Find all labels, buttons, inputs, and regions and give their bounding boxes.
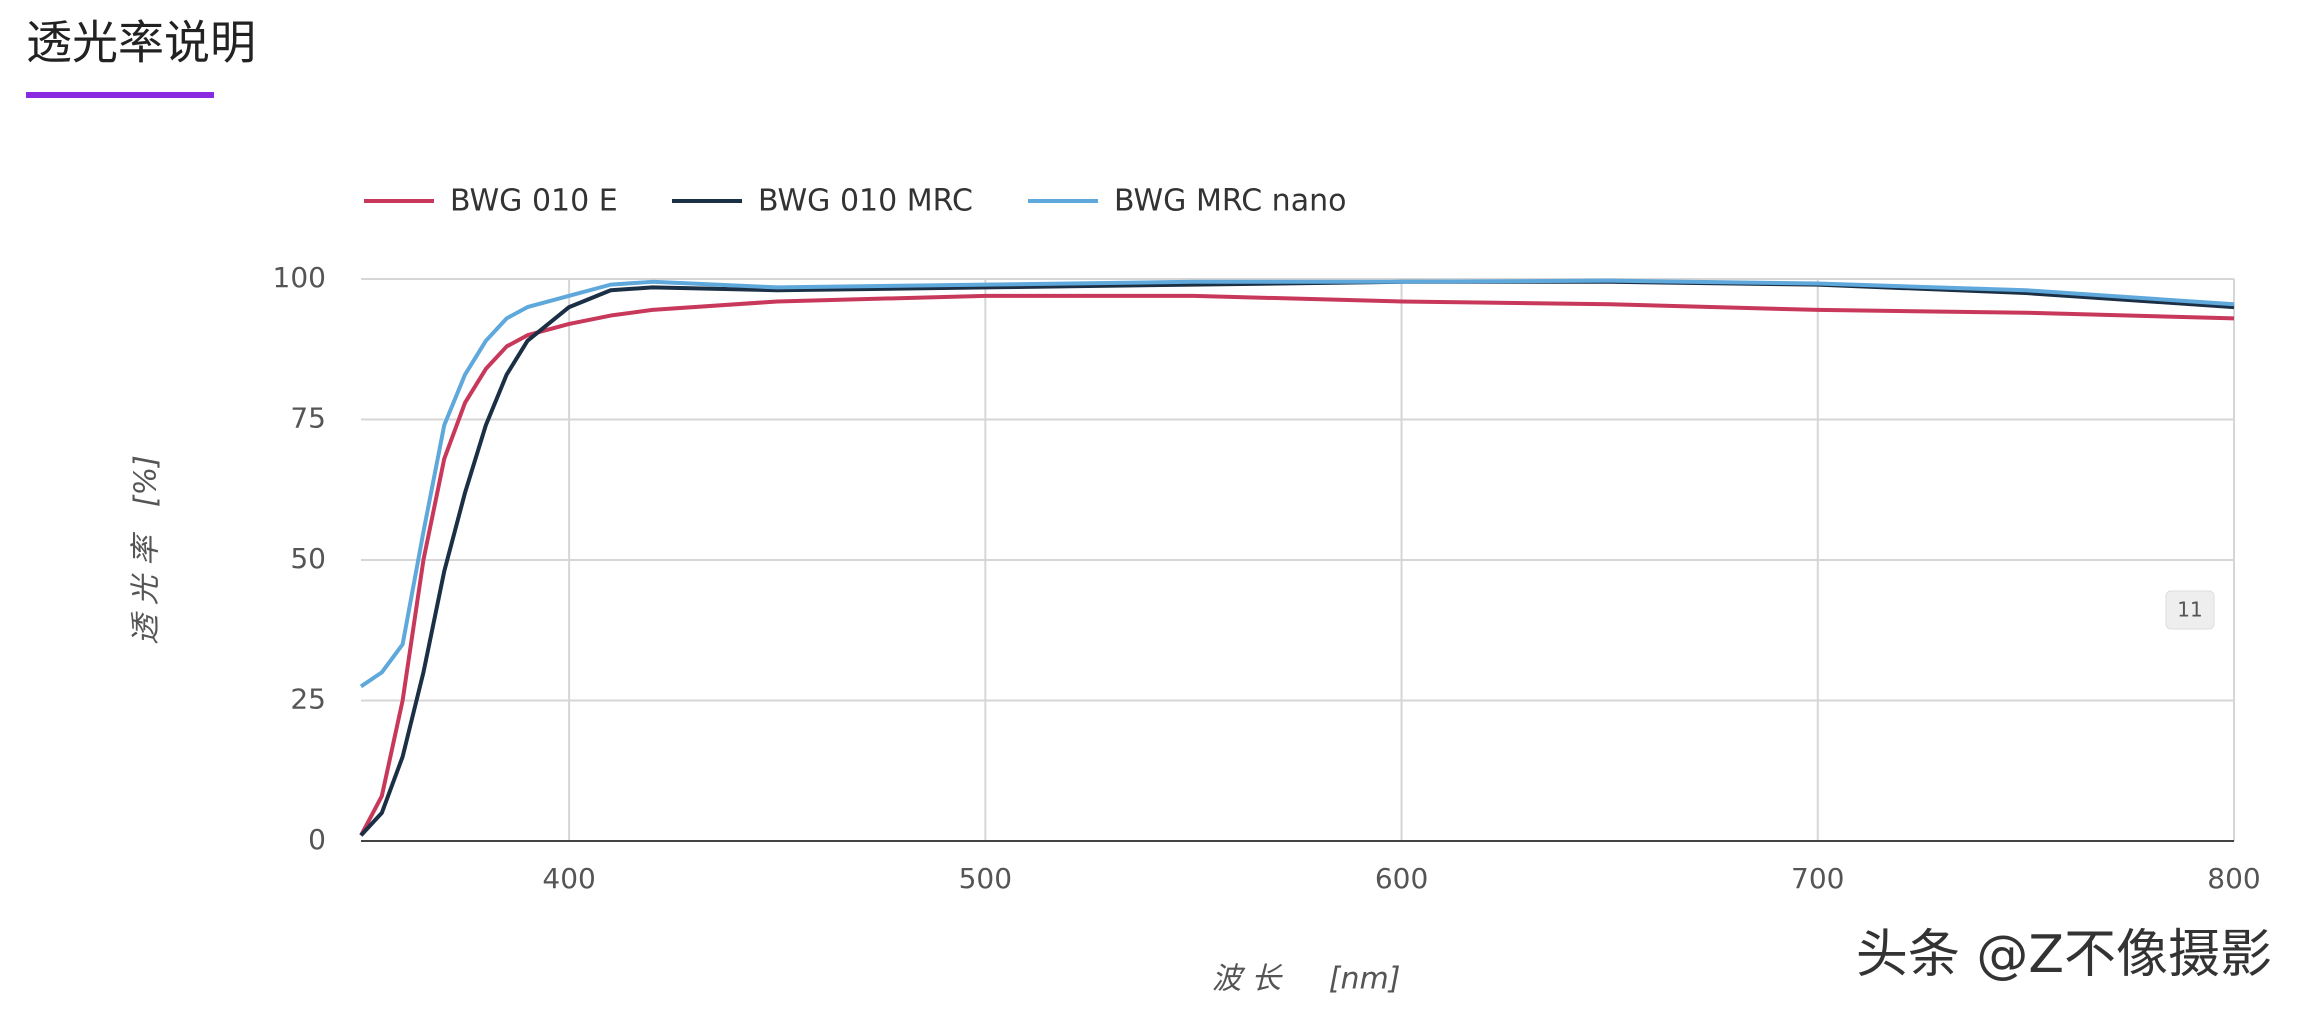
y-tick-label: 25	[290, 683, 326, 716]
x-tick-label: 500	[959, 862, 1012, 895]
series-line	[359, 279, 2235, 837]
legend-label: BWG 010 E	[450, 184, 618, 219]
series-line	[359, 278, 2235, 689]
legend-label: BWG MRC nano	[1114, 184, 1346, 219]
y-tick-label: 100	[273, 261, 326, 294]
x-tick-label: 400	[542, 862, 595, 895]
x-tick-label: 600	[1375, 862, 1428, 895]
x-axis-label: 波 长 [nm]	[1212, 962, 1401, 997]
y-axis-label: 透 光 率 [%]	[129, 455, 164, 645]
title-underline	[26, 92, 214, 98]
y-tick-label: 75	[290, 402, 326, 435]
y-tick-label: 0	[308, 823, 326, 856]
section-title: 透光率说明	[26, 18, 256, 69]
badge	[2165, 590, 2215, 630]
watermark: 头条 @Z不像摄影	[1856, 925, 2272, 985]
x-tick-label: 800	[2207, 862, 2260, 895]
x-tick-label: 700	[1791, 862, 1844, 895]
series-line	[359, 293, 2235, 837]
badge-text: 11	[2177, 598, 2202, 622]
y-tick-label: 50	[290, 542, 326, 575]
legend-label: BWG 010 MRC	[758, 184, 973, 219]
